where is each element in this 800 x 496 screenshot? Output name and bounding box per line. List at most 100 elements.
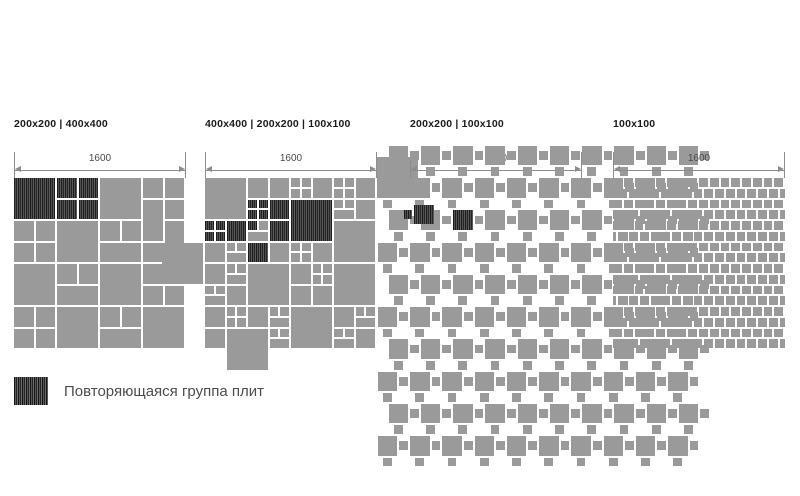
tile	[539, 215, 548, 225]
tile	[742, 328, 751, 338]
dimension-extension-right	[581, 152, 582, 178]
tile	[512, 393, 521, 402]
tile	[736, 253, 746, 263]
tile	[420, 274, 441, 295]
tile	[645, 307, 655, 316]
tile	[720, 264, 730, 273]
tile	[661, 253, 671, 263]
tile	[752, 242, 762, 252]
tile	[426, 231, 435, 241]
tile	[700, 344, 710, 354]
tile	[774, 307, 784, 316]
tile	[704, 274, 714, 284]
dimension-label-1: 1600	[88, 153, 112, 164]
tile	[517, 210, 538, 230]
tile	[656, 307, 665, 316]
tile	[479, 264, 489, 273]
tile	[355, 317, 376, 327]
tile	[768, 231, 778, 241]
tile	[608, 393, 618, 402]
tile-repeating-group	[291, 199, 333, 241]
tile	[555, 231, 564, 241]
dimension-arrow-right-icon	[778, 166, 784, 172]
tile	[442, 409, 452, 418]
tile	[426, 167, 435, 177]
tile	[479, 199, 489, 209]
tile	[779, 231, 785, 241]
tile	[673, 393, 683, 402]
tile	[344, 188, 354, 198]
tile	[699, 328, 708, 338]
dimension-arrow-left-icon	[411, 166, 417, 172]
tile	[668, 436, 688, 456]
tile	[768, 210, 778, 220]
tile	[661, 274, 671, 284]
tile	[747, 339, 757, 349]
tile-repeating-group	[453, 210, 473, 230]
tile	[323, 264, 333, 273]
tile	[623, 307, 633, 316]
tile	[490, 231, 500, 241]
tile	[639, 210, 649, 220]
tile	[678, 145, 699, 166]
tile-repeating-group	[414, 204, 434, 225]
tile	[682, 274, 692, 284]
tile	[539, 242, 559, 263]
tile	[677, 221, 687, 230]
tile	[689, 441, 699, 451]
tile	[544, 457, 554, 467]
tile-repeating-group	[215, 221, 225, 230]
tile	[684, 425, 693, 435]
tile	[248, 231, 268, 241]
tile	[603, 151, 613, 160]
tile	[164, 285, 185, 306]
tile	[592, 183, 602, 193]
tile	[668, 215, 677, 225]
tile	[14, 307, 34, 327]
tile	[689, 183, 699, 193]
tile	[613, 210, 617, 220]
tile	[463, 376, 473, 386]
tile	[720, 199, 730, 209]
tile	[682, 296, 692, 306]
tile	[226, 307, 236, 316]
tile	[656, 199, 665, 209]
tile	[725, 253, 735, 263]
tile	[747, 274, 757, 284]
tile	[453, 145, 473, 166]
panel-title-1: 200x200 | 400x400	[14, 118, 108, 130]
tile	[415, 457, 425, 467]
tile	[582, 210, 602, 230]
tile	[571, 215, 581, 225]
tile	[709, 307, 719, 316]
tile	[463, 183, 473, 193]
tile	[715, 210, 724, 220]
tile	[582, 403, 602, 424]
tile	[677, 242, 687, 252]
tile	[763, 307, 773, 316]
tile	[736, 231, 746, 241]
tile	[742, 242, 751, 252]
tile	[485, 274, 505, 295]
tile	[410, 371, 430, 392]
tile	[613, 296, 617, 306]
tile	[35, 307, 56, 327]
tile	[704, 317, 714, 327]
tile	[388, 274, 409, 295]
tile	[431, 183, 441, 193]
tile	[623, 285, 633, 295]
tile	[496, 441, 505, 451]
tile	[709, 328, 719, 338]
tile	[704, 253, 714, 263]
tile	[301, 253, 311, 263]
tile	[248, 307, 268, 327]
tile	[410, 178, 430, 198]
tile	[672, 339, 681, 349]
tile	[100, 328, 142, 349]
tile	[539, 436, 559, 456]
tile	[479, 393, 489, 402]
tile	[539, 371, 559, 392]
tile	[415, 393, 425, 402]
tile	[555, 425, 564, 435]
tile	[666, 328, 676, 338]
